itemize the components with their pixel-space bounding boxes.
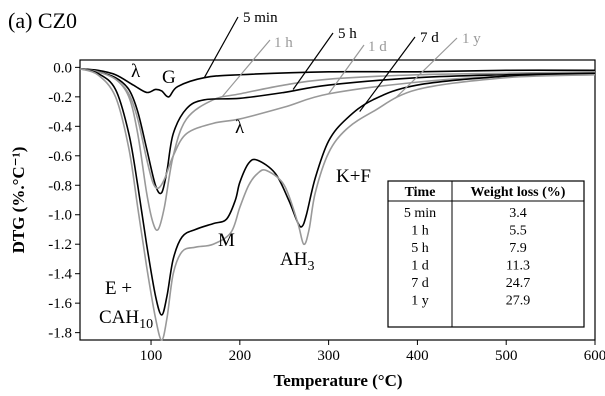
callout-line-1-d [328, 44, 365, 95]
x-tick-label: 600 [584, 348, 605, 364]
table-cell-weight-loss: 27.9 [506, 294, 531, 309]
y-tick-label: -0.4 [48, 119, 72, 135]
y-tick-label: -0.6 [48, 149, 72, 165]
annotation-kf: K+F [336, 166, 371, 187]
series-line-7-d [79, 68, 596, 316]
callout-line-7-d [359, 36, 416, 112]
y-axis-title: DTG (%.°C⁻¹) [9, 147, 28, 254]
table-cell-weight-loss: 24.7 [506, 276, 531, 291]
x-tick-label: 300 [317, 348, 340, 364]
table-cell-time: 5 h [411, 241, 429, 256]
callout-label-1-h: 1 h [274, 35, 293, 51]
series-group [79, 68, 596, 341]
table-cell-weight-loss: 7.9 [509, 241, 527, 256]
y-tick-label: -1.6 [48, 296, 72, 312]
annotation-e-plus: E + [105, 278, 132, 299]
callout-line-1-y [394, 37, 458, 99]
series-line-1-y [79, 68, 596, 341]
annotation-g: G [162, 67, 176, 88]
table-cell-weight-loss: 3.4 [509, 206, 527, 221]
table-cell-time: 1 h [411, 224, 429, 239]
annotation-lambda-2: λ [235, 117, 245, 138]
table-cell-time: 7 d [411, 276, 429, 291]
table-cell-time: 1 y [411, 294, 429, 309]
y-tick-label: 0.0 [53, 60, 72, 76]
weight-loss-table: Time Weight loss (%) 5 min 3.4 1 h 5.5 5 h 7.… [387, 180, 585, 328]
x-axis-title: Temperature (°C) [273, 371, 402, 390]
y-tick-label: -1.4 [48, 267, 72, 283]
table-cell-time: 1 d [411, 259, 429, 274]
table-header-time: Time [405, 185, 436, 200]
series-line-1-h [79, 68, 596, 232]
y-tick-label: -1.8 [48, 326, 72, 342]
y-tick-label: -0.8 [48, 178, 72, 194]
table-header-weight-loss: Weight loss (%) [471, 185, 566, 200]
table-cell-weight-loss: 5.5 [509, 224, 527, 239]
annotation-lambda-1: λ [131, 61, 141, 82]
annotation-cah10: CAH10 [99, 307, 153, 332]
annotation-ah3: AH3 [280, 249, 314, 274]
annotation-ah3-sub: 3 [307, 259, 314, 274]
callout-label-5-h: 5 h [338, 26, 357, 42]
y-tick-label: -1.0 [48, 208, 72, 224]
annotation-ah3-base: AH [280, 249, 308, 270]
callout-line-1-h [221, 39, 271, 98]
series-line-5-h [79, 68, 596, 195]
plot-frame [79, 59, 596, 341]
callout-line-5-min [203, 16, 239, 78]
table-rows: 5 min 3.4 1 h 5.5 5 h 7.9 1 d 11.3 7 d 24.7 1 y 27.… [404, 206, 530, 309]
axis-ticks: 100 200 300 400 500 600 0.0 -0.2 -0.4 -0.6 -0.8 -1.… [48, 60, 605, 364]
table-cell-weight-loss: 11.3 [506, 259, 530, 274]
annotation-m: M [218, 230, 235, 251]
y-tick-label: -1.2 [48, 237, 72, 253]
x-tick-label: 400 [406, 348, 429, 364]
callout-label-7-d: 7 d [420, 30, 439, 46]
x-tick-label: 100 [140, 348, 163, 364]
annotation-cah10-base: CAH [99, 307, 139, 328]
y-tick-label: -0.2 [48, 90, 72, 106]
callout-label-1-d: 1 d [368, 39, 387, 55]
callout-line-5-h [292, 32, 334, 90]
annotation-cah10-sub: 10 [139, 317, 153, 332]
series-line-5-min [79, 68, 596, 98]
callout-label-5-min: 5 min [243, 10, 278, 26]
x-tick-label: 200 [229, 348, 252, 364]
chart-title: (a) CZ0 [8, 8, 77, 33]
table-cell-time: 5 min [404, 206, 436, 221]
x-tick-label: 500 [495, 348, 518, 364]
series-line-1-d [79, 68, 596, 190]
callout-label-1-y: 1 y [462, 31, 481, 47]
callout-group: 5 min 1 h 5 h 1 d 7 d 1 y [203, 10, 481, 112]
